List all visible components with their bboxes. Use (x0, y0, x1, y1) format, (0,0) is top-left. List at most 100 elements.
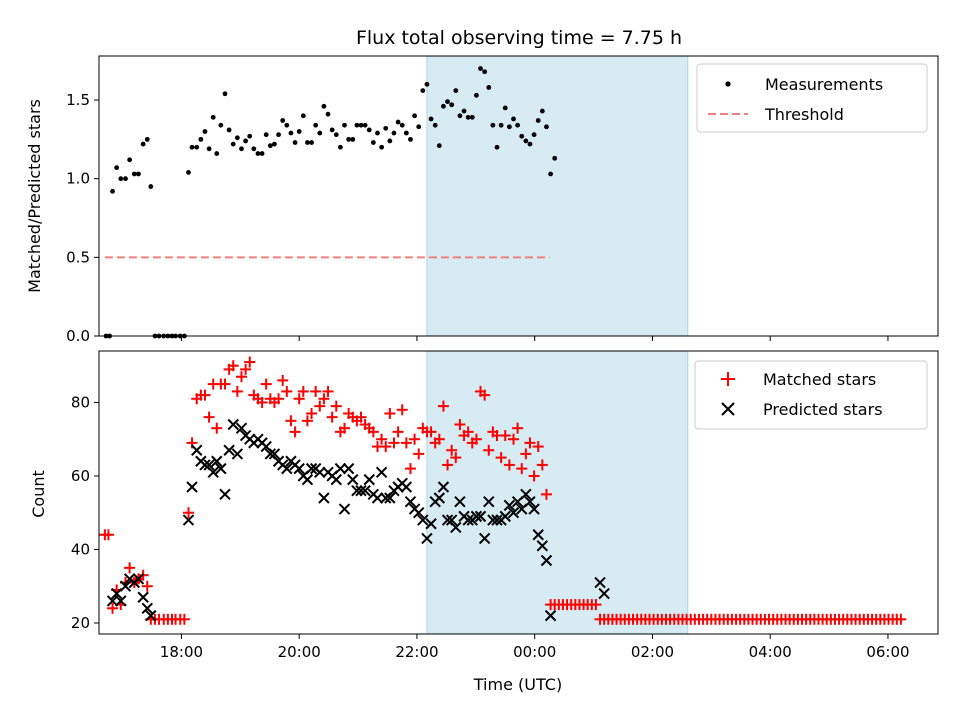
predicted-star-point (223, 444, 235, 456)
top-legend: Measurements Threshold (696, 63, 928, 133)
measurement-point (337, 144, 343, 150)
measurement-point (333, 132, 339, 138)
measurement-point (296, 129, 302, 134)
bottom-y-tick-label: 80 (71, 393, 90, 411)
matched-star-point (532, 441, 544, 453)
predicted-star-point (598, 587, 610, 600)
predicted-star-point (141, 602, 153, 614)
top-legend-box (696, 63, 928, 133)
legend-predicted-label: Predicted stars (763, 400, 883, 419)
predicted-star-point (363, 473, 375, 486)
predicted-star-point (470, 510, 483, 523)
measurement-point (118, 176, 124, 182)
measurement-point (144, 136, 150, 142)
predicted-star-point (487, 514, 499, 526)
measurement-point (263, 132, 269, 138)
measurement-point (453, 88, 459, 94)
matched-star-point (330, 400, 342, 412)
matched-star-point (231, 385, 243, 397)
measurement-point (148, 184, 154, 189)
bottom-x-tick-label: 00:00 (513, 643, 556, 661)
matched-star-point (244, 356, 256, 368)
predicted-star-point (491, 514, 503, 526)
matched-star-point (235, 371, 247, 383)
matched-star-point (404, 463, 416, 475)
measurement-point (230, 141, 236, 147)
measurement-point (272, 141, 277, 147)
measurement-point (218, 122, 224, 128)
predicted-star-point (400, 481, 413, 493)
measurement-point (379, 144, 385, 150)
top-axes-frame (98, 55, 939, 337)
matched-star-point (306, 407, 318, 419)
matched-star-point (240, 363, 252, 375)
measurement-point (408, 136, 413, 142)
top-y-tick-label: 1.5 (66, 91, 90, 109)
measurement-point (210, 114, 216, 120)
measurement-point (243, 138, 249, 144)
matched-star-point (339, 422, 351, 434)
predicted-star-point (450, 521, 462, 534)
matched-star-point (380, 441, 392, 453)
measurement-point (432, 122, 438, 128)
bottom-x-tick-label: 04:00 (749, 643, 792, 661)
matched-star-point (182, 507, 194, 519)
measurement-point (110, 188, 115, 194)
measurement-point (531, 132, 537, 138)
measurement-point (362, 122, 368, 128)
top-chart-title: Flux total observing time = 7.75 h (356, 27, 682, 49)
measurement-point (457, 113, 463, 119)
predicted-star-point (305, 462, 318, 475)
matched-star-point (433, 433, 445, 445)
matched-star-point (326, 411, 338, 423)
predicted-star-point (231, 448, 244, 460)
measurement-point (515, 122, 521, 128)
predicted-star-point (137, 591, 149, 603)
measurement-point (428, 116, 434, 122)
bottom-y-tick-label: 20 (71, 614, 90, 632)
legend-measurements-label: Measurements (765, 75, 883, 94)
predicted-star-point (478, 532, 491, 545)
measurement-point (449, 102, 455, 108)
matched-star-point (392, 426, 404, 438)
predicted-star-point (421, 532, 433, 545)
matched-star-point (540, 488, 552, 500)
legend-matched-label: Matched stars (763, 370, 876, 389)
predicted-star-point (544, 609, 557, 622)
predicted-star-point (417, 514, 429, 526)
predicted-star-point (474, 510, 487, 523)
predicted-star-point (433, 492, 446, 504)
matched-star-point (512, 422, 524, 434)
matched-star-point (293, 393, 305, 405)
measurement-point (350, 136, 356, 142)
predicted-star-point (301, 473, 314, 486)
matched-star-point (524, 437, 536, 449)
measurement-point (194, 144, 200, 150)
predicted-star-point (338, 503, 351, 515)
matched-star-point (322, 385, 334, 397)
measurement-point (140, 141, 146, 147)
predicted-star-point (330, 473, 342, 486)
measurement-point (511, 116, 516, 122)
matched-star-point (141, 580, 153, 592)
top-y-tick-label: 1.0 (66, 170, 90, 188)
predicted-star-point (203, 459, 215, 471)
measurement-point (123, 176, 128, 182)
matched-star-point (314, 400, 326, 412)
predicted-star-point (524, 495, 536, 508)
measurement-point (391, 130, 397, 136)
matched-star-point (102, 529, 114, 541)
matched-star-point (376, 433, 388, 445)
matched-star-point (203, 411, 215, 423)
matched-star-point (227, 360, 239, 372)
matched-star-point (285, 415, 297, 427)
matched-star-point (503, 459, 515, 471)
matched-star-point (454, 419, 466, 431)
measurement-point (506, 124, 512, 130)
measurement-point (527, 141, 533, 147)
measurement-point (445, 99, 450, 105)
measurement-point (420, 88, 426, 94)
matched-star-point (219, 378, 231, 390)
bottom-axes-frame (98, 350, 939, 635)
